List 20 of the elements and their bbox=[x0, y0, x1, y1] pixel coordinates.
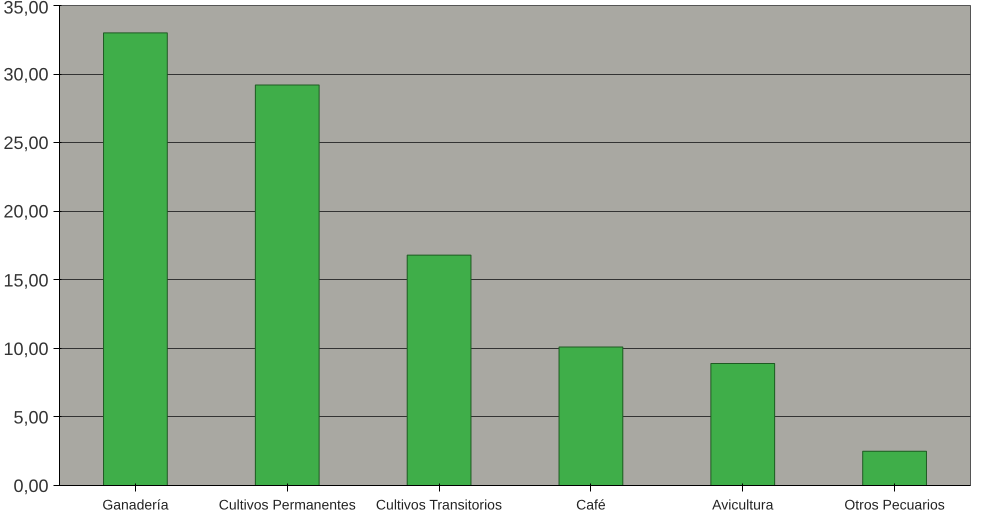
x-tick-label: Otros Pecuarios bbox=[844, 496, 945, 512]
y-tick-label: 30,00 bbox=[3, 64, 49, 85]
y-tick-label: 5,00 bbox=[13, 407, 49, 428]
y-tick-label: 10,00 bbox=[3, 338, 49, 359]
x-tick-label: Ganadería bbox=[102, 496, 169, 512]
bar bbox=[406, 254, 472, 486]
y-tick-label: 15,00 bbox=[3, 270, 49, 290]
y-tick-label: 0,00 bbox=[13, 476, 49, 496]
y-tick-label: 25,00 bbox=[3, 133, 49, 154]
y-tick-label: 20,00 bbox=[3, 202, 49, 222]
x-tick-label: Avicultura bbox=[712, 496, 774, 512]
x-tick-label: Cultivos Permanentes bbox=[218, 496, 356, 512]
bar bbox=[710, 362, 776, 486]
bar bbox=[103, 32, 168, 486]
x-tick-label: Cultivos Transitorios bbox=[376, 496, 502, 512]
bar bbox=[558, 346, 624, 486]
x-tick-label: Café bbox=[576, 496, 606, 512]
y-tick-label: 35,00 bbox=[3, 0, 49, 18]
bar bbox=[862, 450, 927, 486]
bar bbox=[254, 84, 320, 486]
